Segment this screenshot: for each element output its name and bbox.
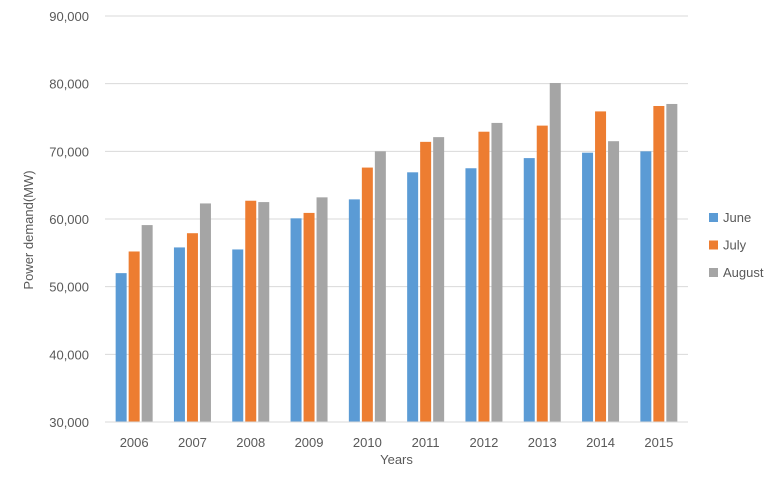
bar-june-2012 — [465, 168, 477, 422]
bar-july-2012 — [478, 131, 490, 422]
y-tick-label: 70,000 — [49, 144, 89, 159]
y-tick-label: 30,000 — [49, 415, 89, 430]
bar-july-2007 — [186, 233, 198, 422]
x-tick-label: 2010 — [353, 435, 382, 450]
x-tick-label: 2014 — [586, 435, 615, 450]
bar-august-2011 — [433, 137, 445, 422]
bar-june-2009 — [290, 218, 302, 422]
bar-august-2015 — [666, 103, 678, 422]
bar-july-2010 — [361, 167, 373, 422]
legend-label-july: July — [723, 238, 747, 253]
bar-june-2010 — [348, 199, 360, 422]
bar-july-2008 — [245, 200, 257, 422]
bar-august-2010 — [374, 151, 386, 423]
bars — [115, 82, 678, 423]
legend: June July August — [709, 210, 764, 280]
y-tick-label: 40,000 — [49, 347, 89, 362]
y-tick-label: 80,000 — [49, 77, 89, 92]
bar-june-2008 — [232, 249, 244, 422]
y-tick-label: 60,000 — [49, 212, 89, 227]
y-tick-label: 50,000 — [49, 280, 89, 295]
bar-june-2006 — [115, 273, 127, 422]
x-tick-label: 2011 — [412, 435, 440, 450]
x-tick-label: 2006 — [120, 435, 149, 450]
legend-swatch-july — [709, 240, 718, 250]
bar-july-2006 — [128, 251, 140, 422]
bar-august-2014 — [608, 141, 620, 422]
bar-june-2011 — [407, 172, 419, 422]
x-axis-title: Years — [380, 452, 413, 467]
bar-august-2006 — [141, 225, 153, 422]
x-tick-label: 2009 — [295, 435, 324, 450]
y-axis-ticks: 30,000 40,000 50,000 60,000 70,000 80,000 90,0… — [49, 9, 89, 430]
bar-june-2007 — [173, 247, 185, 422]
bar-august-2008 — [258, 202, 270, 422]
y-axis-title: Power demand(MW) — [21, 170, 36, 289]
legend-swatch-june — [709, 213, 718, 222]
bar-july-2009 — [303, 212, 315, 422]
bar-june-2014 — [582, 152, 594, 423]
bar-august-2012 — [491, 122, 503, 422]
bar-august-2013 — [549, 82, 561, 423]
legend-label-june: June — [723, 210, 751, 225]
x-axis-ticks: 2006 2007 2008 2009 2010 2011 2012 2013 2014 2015 — [120, 435, 674, 450]
bar-august-2007 — [199, 203, 211, 422]
legend-label-august: August — [723, 265, 764, 280]
x-tick-label: 2012 — [469, 435, 498, 450]
bar-june-2013 — [523, 158, 535, 422]
bar-july-2013 — [536, 125, 548, 423]
x-tick-label: 2007 — [178, 435, 207, 450]
y-tick-label: 90,000 — [49, 9, 89, 24]
x-tick-label: 2013 — [528, 435, 557, 450]
bar-july-2011 — [420, 141, 432, 423]
bar-june-2015 — [640, 151, 652, 423]
x-tick-label: 2008 — [236, 435, 265, 450]
bar-july-2015 — [653, 105, 665, 422]
x-tick-label: 2015 — [644, 435, 673, 450]
bar-august-2009 — [316, 197, 328, 422]
bar-july-2014 — [595, 111, 607, 422]
legend-swatch-august — [709, 268, 718, 277]
